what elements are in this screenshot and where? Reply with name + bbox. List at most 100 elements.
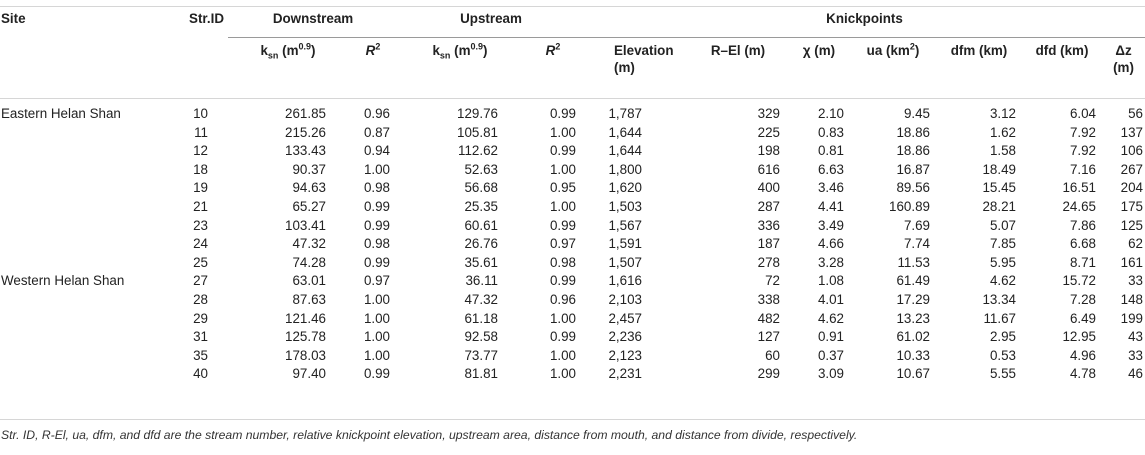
- cell-id: 25: [193, 254, 208, 270]
- cell-ua: 17.29: [896, 291, 930, 307]
- cell-u-r2: 0.99: [549, 143, 576, 159]
- cell-d-r2: 1.00: [363, 329, 390, 345]
- cell-dfd: 8.71: [1069, 254, 1096, 270]
- table-row: 25 74.28 0.99 35.61 0.98 1,507 278 3.28 11.53 5.9…: [0, 254, 1145, 273]
- cell-id: 35: [193, 347, 208, 363]
- cell-id: 29: [193, 310, 208, 326]
- cell-site: [0, 198, 150, 217]
- header-row-group: Site Str.ID Downstream Upstream Knickpoi…: [0, 6, 1145, 38]
- cell-dfd: 6.04: [1069, 106, 1096, 121]
- cell-u-r2: 0.99: [549, 273, 576, 289]
- cell-dz: 106: [1120, 143, 1143, 159]
- table-row: Eastern Helan Shan 10 261.85 0.96 129.76 0.99…: [0, 99, 1145, 124]
- cell-ua: 89.56: [896, 180, 930, 196]
- cell-ua: 18.86: [896, 124, 930, 140]
- cell-dfd: 7.92: [1069, 143, 1096, 159]
- cell-rel: 187: [757, 236, 780, 252]
- header-blank-id: [150, 38, 228, 99]
- cell-chi: 4.62: [817, 310, 844, 326]
- cell-dfd: 16.51: [1062, 180, 1096, 196]
- header-site: Site: [1, 11, 26, 26]
- cell-dfd: 7.16: [1069, 161, 1096, 177]
- cell-ua: 16.87: [896, 161, 930, 177]
- cell-d-ksn: 103.41: [285, 217, 326, 233]
- cell-chi: 0.81: [817, 143, 844, 159]
- cell-ua: 160.89: [889, 198, 930, 214]
- cell-u-ksn: 35.61: [464, 254, 498, 270]
- cell-id: 27: [193, 273, 208, 289]
- cell-site: [0, 124, 150, 143]
- cell-rel: 616: [757, 161, 780, 177]
- cell-dz: 56: [1128, 106, 1143, 121]
- cell-dfm: 5.95: [989, 254, 1016, 270]
- cell-elev: 1,620: [608, 180, 642, 196]
- cell-u-ksn: 25.35: [464, 198, 498, 214]
- cell-ua: 7.69: [903, 217, 930, 233]
- cell-site: [0, 365, 150, 384]
- cell-dz: 125: [1120, 217, 1143, 233]
- header-knickpoints: Knickpoints: [584, 6, 1145, 38]
- cell-dz: 46: [1128, 366, 1143, 382]
- cell-dz: 148: [1120, 291, 1143, 307]
- cell-d-r2: 0.99: [363, 254, 390, 270]
- cell-dz: 62: [1128, 236, 1143, 252]
- cell-chi: 1.08: [817, 273, 844, 289]
- cell-site: [0, 161, 150, 180]
- cell-rel: 400: [757, 180, 780, 196]
- header-dfd: dfd (km): [1035, 43, 1089, 58]
- cell-rel: 278: [757, 254, 780, 270]
- cell-ua: 61.49: [896, 273, 930, 289]
- cell-d-ksn: 94.63: [292, 180, 326, 196]
- cell-ua: 13.23: [896, 310, 930, 326]
- cell-id: 21: [193, 198, 208, 214]
- cell-u-r2: 0.99: [549, 329, 576, 345]
- cell-id: 10: [193, 106, 208, 121]
- cell-d-ksn: 125.78: [285, 329, 326, 345]
- cell-id: 24: [193, 236, 208, 252]
- cell-d-ksn: 87.63: [292, 291, 326, 307]
- cell-rel: 329: [757, 106, 780, 121]
- cell-rel: 338: [757, 291, 780, 307]
- cell-elev: 2,457: [608, 310, 642, 326]
- header-downstream: Downstream: [228, 6, 398, 38]
- cell-d-ksn: 121.46: [285, 310, 326, 326]
- cell-d-r2: 0.99: [363, 217, 390, 233]
- cell-id: 19: [193, 180, 208, 196]
- cell-rel: 198: [757, 143, 780, 159]
- table-row: 23 103.41 0.99 60.61 0.99 1,567 336 3.49 7.69 5.0…: [0, 217, 1145, 236]
- cell-dfm: 2.95: [989, 329, 1016, 345]
- header-dz: Δz (m): [1113, 43, 1134, 75]
- cell-id: 23: [193, 217, 208, 233]
- table-row: 40 97.40 0.99 81.81 1.00 2,231 299 3.09 10.67 5.5…: [0, 365, 1145, 384]
- cell-d-r2: 0.87: [363, 124, 390, 140]
- cell-site: Western Helan Shan: [1, 273, 125, 289]
- cell-chi: 0.83: [817, 124, 844, 140]
- cell-dz: 33: [1128, 273, 1143, 289]
- cell-dfd: 6.49: [1069, 310, 1096, 326]
- cell-site: Eastern Helan Shan: [1, 106, 121, 121]
- cell-dfd: 4.78: [1069, 366, 1096, 382]
- cell-u-ksn: 105.81: [457, 124, 498, 140]
- table-row: 35 178.03 1.00 73.77 1.00 2,123 60 0.37 10.33 0.5…: [0, 347, 1145, 366]
- header-elevation: Elevation (m): [614, 43, 674, 75]
- cell-rel: 72: [765, 273, 780, 289]
- cell-elev: 1,787: [608, 106, 642, 121]
- cell-dfm: 5.55: [989, 366, 1016, 382]
- cell-dfm: 3.12: [989, 106, 1016, 121]
- cell-dfm: 28.21: [982, 198, 1016, 214]
- cell-dfm: 13.34: [982, 291, 1016, 307]
- header-down-r2: R2: [365, 41, 381, 58]
- cell-rel: 482: [757, 310, 780, 326]
- cell-d-ksn: 261.85: [285, 106, 326, 121]
- cell-d-ksn: 133.43: [285, 143, 326, 159]
- cell-d-r2: 0.98: [363, 180, 390, 196]
- cell-u-r2: 1.00: [549, 161, 576, 177]
- table-row: 19 94.63 0.98 56.68 0.95 1,620 400 3.46 89.56 15.…: [0, 179, 1145, 198]
- table-body: Eastern Helan Shan 10 261.85 0.96 129.76 0.99…: [0, 99, 1145, 384]
- cell-dfm: 4.62: [989, 273, 1016, 289]
- cell-d-r2: 0.96: [363, 106, 390, 121]
- cell-d-ksn: 65.27: [292, 198, 326, 214]
- cell-dz: 137: [1120, 124, 1143, 140]
- cell-elev: 1,800: [608, 161, 642, 177]
